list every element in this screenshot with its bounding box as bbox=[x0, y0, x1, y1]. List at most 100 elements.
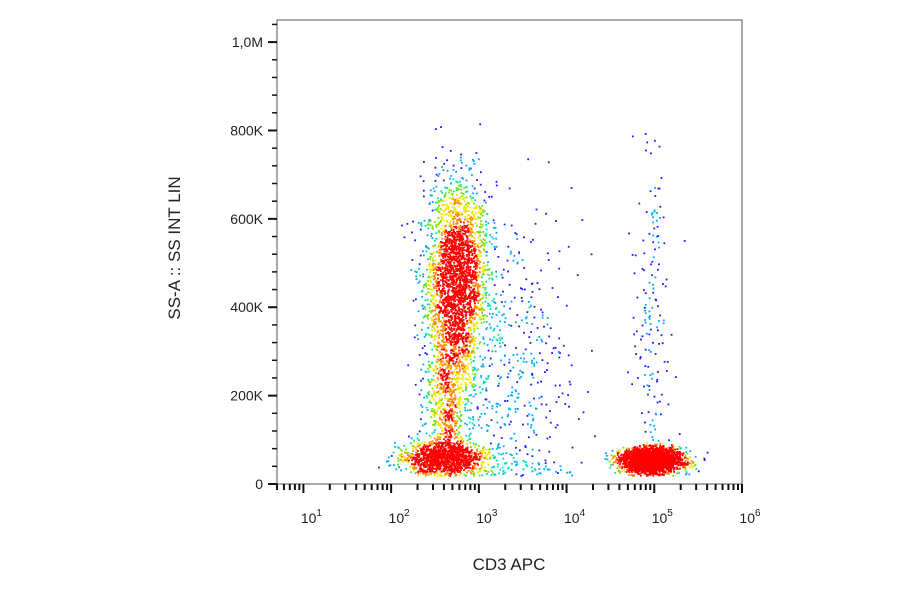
event-dot bbox=[441, 457, 443, 459]
event-dot bbox=[439, 445, 442, 448]
event-dot bbox=[480, 240, 483, 243]
event-dot bbox=[451, 338, 453, 340]
event-dot bbox=[455, 377, 457, 380]
event-dot bbox=[460, 335, 463, 338]
event-dot bbox=[445, 360, 448, 362]
event-dot bbox=[480, 306, 483, 309]
event-dot bbox=[440, 374, 443, 377]
event-dot bbox=[460, 468, 462, 471]
event-dot bbox=[458, 451, 461, 454]
event-dot bbox=[452, 274, 455, 277]
event-dot bbox=[442, 403, 445, 405]
event-dot bbox=[449, 258, 451, 260]
event-dot bbox=[433, 267, 436, 270]
event-dot bbox=[457, 363, 460, 365]
event-dot bbox=[463, 325, 466, 327]
event-dot bbox=[453, 465, 456, 468]
event-dot bbox=[453, 208, 456, 211]
event-dot bbox=[435, 380, 437, 383]
event-dot bbox=[450, 401, 453, 403]
event-dot bbox=[481, 211, 484, 213]
event-dot bbox=[481, 311, 484, 313]
event-dot bbox=[426, 461, 429, 463]
event-dot bbox=[479, 255, 482, 257]
event-dot bbox=[437, 175, 440, 177]
event-dot bbox=[420, 458, 423, 461]
event-dot bbox=[458, 313, 460, 316]
event-dot bbox=[425, 293, 427, 296]
event-dot bbox=[440, 246, 442, 249]
event-dot bbox=[446, 261, 449, 264]
event-dot bbox=[466, 206, 469, 208]
event-dot bbox=[479, 284, 481, 287]
event-dot bbox=[452, 284, 455, 286]
event-dot bbox=[450, 257, 453, 260]
event-dot bbox=[472, 327, 475, 330]
event-dot bbox=[448, 234, 451, 237]
event-dot bbox=[486, 273, 489, 276]
event-dot bbox=[453, 225, 456, 228]
event-dot bbox=[430, 294, 433, 297]
event-dot bbox=[428, 268, 431, 270]
event-dot bbox=[470, 274, 473, 277]
event-dot bbox=[472, 197, 474, 199]
event-dot bbox=[412, 299, 415, 302]
event-dot bbox=[450, 270, 453, 272]
event-dot bbox=[454, 208, 457, 211]
event-dot bbox=[470, 197, 473, 200]
event-dot bbox=[633, 469, 636, 471]
event-dot bbox=[471, 316, 473, 319]
event-dot bbox=[687, 458, 689, 461]
event-dot bbox=[465, 279, 468, 281]
event-dot bbox=[448, 430, 451, 433]
event-dot bbox=[433, 431, 436, 433]
event-dot bbox=[444, 209, 447, 211]
event-dot bbox=[451, 249, 453, 252]
event-dot bbox=[467, 466, 470, 469]
event-dot bbox=[454, 212, 457, 215]
event-dot bbox=[404, 451, 406, 454]
event-dot bbox=[438, 444, 440, 447]
event-dot bbox=[442, 276, 444, 279]
event-dot bbox=[474, 455, 477, 458]
event-dot bbox=[703, 459, 706, 461]
event-dot bbox=[475, 276, 478, 279]
event-dot bbox=[432, 368, 435, 371]
event-dot bbox=[457, 333, 460, 336]
event-dot bbox=[428, 443, 431, 445]
event-dot bbox=[459, 326, 462, 329]
event-dot bbox=[450, 319, 452, 322]
event-dot bbox=[447, 418, 450, 421]
event-dot bbox=[432, 257, 434, 260]
event-dot bbox=[469, 302, 471, 305]
event-dot bbox=[466, 246, 469, 249]
event-dot bbox=[430, 311, 433, 314]
event-dot bbox=[470, 276, 473, 279]
event-dot bbox=[441, 268, 444, 270]
event-dot bbox=[436, 358, 439, 361]
event-dot bbox=[446, 424, 449, 427]
event-dot bbox=[425, 473, 427, 475]
event-dot bbox=[438, 336, 440, 339]
event-dot bbox=[438, 266, 440, 269]
event-dot bbox=[405, 452, 408, 454]
event-dot bbox=[454, 243, 457, 246]
event-dot bbox=[432, 374, 435, 377]
event-dot bbox=[480, 298, 483, 300]
event-dot bbox=[453, 271, 456, 273]
event-dot bbox=[491, 273, 493, 276]
event-dot bbox=[434, 329, 437, 331]
event-dot bbox=[459, 442, 462, 445]
event-dot bbox=[452, 291, 455, 293]
event-dot bbox=[427, 364, 430, 366]
event-dot bbox=[508, 283, 511, 286]
event-dot bbox=[456, 260, 459, 262]
event-dot bbox=[449, 446, 452, 449]
event-dot bbox=[443, 362, 446, 365]
event-dot bbox=[478, 474, 481, 477]
event-dot bbox=[422, 457, 425, 460]
event-dot bbox=[452, 223, 455, 225]
event-dot bbox=[452, 196, 454, 199]
event-dot bbox=[444, 267, 447, 270]
event-dot bbox=[408, 455, 411, 458]
